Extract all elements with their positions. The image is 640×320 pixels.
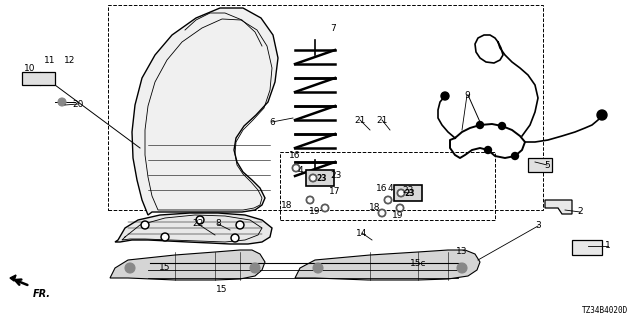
Text: 15c: 15c bbox=[410, 260, 426, 268]
Polygon shape bbox=[572, 240, 602, 255]
Text: 16: 16 bbox=[376, 183, 388, 193]
Circle shape bbox=[237, 222, 243, 228]
Circle shape bbox=[250, 263, 260, 273]
Circle shape bbox=[323, 206, 327, 210]
Circle shape bbox=[294, 166, 298, 170]
Text: 18: 18 bbox=[281, 201, 292, 210]
Circle shape bbox=[58, 98, 66, 106]
Text: 23: 23 bbox=[404, 188, 415, 197]
Text: 7: 7 bbox=[330, 23, 336, 33]
Text: 4: 4 bbox=[387, 183, 393, 193]
Circle shape bbox=[161, 233, 169, 241]
Circle shape bbox=[396, 204, 404, 212]
Text: 21: 21 bbox=[376, 116, 388, 124]
Circle shape bbox=[484, 147, 492, 154]
Circle shape bbox=[384, 196, 392, 204]
Circle shape bbox=[231, 234, 239, 242]
Text: 6: 6 bbox=[269, 117, 275, 126]
Circle shape bbox=[198, 218, 202, 222]
Circle shape bbox=[125, 263, 135, 273]
Circle shape bbox=[399, 191, 403, 195]
Circle shape bbox=[141, 221, 149, 229]
Text: 1: 1 bbox=[605, 242, 611, 251]
Circle shape bbox=[236, 221, 244, 229]
Polygon shape bbox=[295, 250, 480, 280]
Text: 8: 8 bbox=[215, 220, 221, 228]
Circle shape bbox=[477, 122, 483, 129]
Text: 15: 15 bbox=[216, 285, 228, 294]
Circle shape bbox=[380, 211, 384, 215]
Text: 19: 19 bbox=[392, 211, 404, 220]
Circle shape bbox=[313, 263, 323, 273]
Circle shape bbox=[398, 206, 402, 210]
Text: 19: 19 bbox=[309, 207, 321, 217]
Circle shape bbox=[308, 198, 312, 202]
Text: FR.: FR. bbox=[33, 289, 51, 299]
Text: 17: 17 bbox=[329, 188, 340, 196]
Text: 23: 23 bbox=[330, 171, 342, 180]
Bar bbox=[394, 185, 422, 201]
Text: 13: 13 bbox=[456, 247, 468, 257]
Circle shape bbox=[441, 92, 449, 100]
Text: 23: 23 bbox=[317, 173, 327, 182]
Text: 22: 22 bbox=[193, 220, 204, 228]
Bar bbox=[280, 152, 495, 220]
Text: 15: 15 bbox=[159, 262, 171, 271]
Bar bbox=[108, 5, 543, 210]
Circle shape bbox=[321, 204, 329, 212]
Circle shape bbox=[378, 209, 386, 217]
Text: 21: 21 bbox=[355, 116, 365, 124]
Text: 14: 14 bbox=[356, 228, 368, 237]
Text: 2: 2 bbox=[577, 207, 583, 217]
Circle shape bbox=[386, 198, 390, 202]
Text: 5: 5 bbox=[544, 161, 550, 170]
Circle shape bbox=[292, 164, 300, 172]
Bar bbox=[306, 170, 334, 186]
Polygon shape bbox=[528, 158, 552, 172]
Text: 9: 9 bbox=[464, 91, 470, 100]
Circle shape bbox=[196, 216, 204, 224]
Text: TZ34B4020D: TZ34B4020D bbox=[582, 306, 628, 315]
Polygon shape bbox=[110, 250, 265, 280]
Text: 20: 20 bbox=[72, 100, 84, 108]
Circle shape bbox=[397, 189, 405, 197]
Polygon shape bbox=[22, 72, 55, 85]
Circle shape bbox=[457, 263, 467, 273]
Polygon shape bbox=[10, 275, 16, 281]
Circle shape bbox=[597, 110, 607, 120]
Text: 18: 18 bbox=[369, 203, 381, 212]
Text: 11: 11 bbox=[44, 55, 56, 65]
Circle shape bbox=[309, 174, 317, 182]
Circle shape bbox=[143, 222, 147, 228]
Text: 23: 23 bbox=[403, 186, 413, 195]
Text: 3: 3 bbox=[535, 221, 541, 230]
Polygon shape bbox=[132, 8, 278, 215]
Text: 4: 4 bbox=[297, 165, 303, 174]
Text: 12: 12 bbox=[64, 55, 76, 65]
Circle shape bbox=[511, 153, 518, 159]
Circle shape bbox=[311, 176, 315, 180]
Text: 16: 16 bbox=[289, 150, 301, 159]
Circle shape bbox=[499, 123, 506, 130]
Circle shape bbox=[306, 196, 314, 204]
Circle shape bbox=[232, 236, 237, 241]
Polygon shape bbox=[545, 200, 572, 214]
Circle shape bbox=[163, 235, 168, 239]
Text: 10: 10 bbox=[24, 63, 36, 73]
Polygon shape bbox=[115, 213, 272, 244]
